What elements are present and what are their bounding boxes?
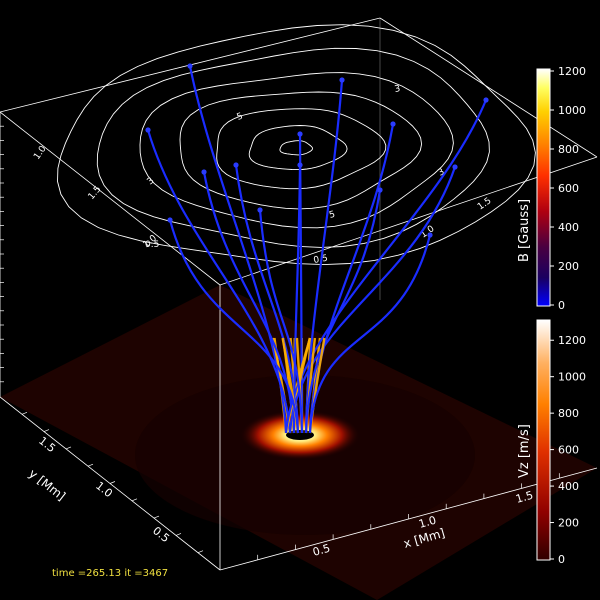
colorbar-tick-label: 200 [558, 260, 579, 273]
field-line-endpoint [145, 127, 151, 133]
colorbar-b-label: B [Gauss] [517, 199, 532, 262]
field-line [304, 79, 344, 434]
colorbar-tick-label: 400 [558, 480, 579, 493]
field-line-endpoint [187, 63, 193, 69]
colorbar-tick-label: 1000 [558, 104, 586, 117]
y-tick [21, 411, 28, 415]
field-line-endpoint [257, 207, 263, 213]
field-line-endpoint [377, 187, 383, 193]
colorbar-tick-label: 800 [558, 143, 579, 156]
colorbar-tick-label: 400 [558, 221, 579, 234]
field-line-endpoint [339, 77, 345, 83]
field-line [308, 123, 395, 434]
colorbar-tick-label: 1200 [558, 334, 586, 347]
iteration-value: 3467 [142, 568, 169, 579]
contour-label: 1.0 [32, 144, 49, 162]
x-tick-label: 1.0 [417, 514, 437, 531]
contour-ring [248, 125, 348, 171]
y-tick [131, 498, 138, 502]
axis-ticks [0, 125, 560, 560]
colorbar-tick-label: 1000 [558, 371, 586, 384]
field-line-endpoint [427, 232, 433, 238]
contour-ring [139, 72, 454, 229]
contour-label: 5 [328, 210, 336, 221]
time-value: 265.13 [86, 568, 122, 579]
field-line [202, 171, 296, 434]
time-readout: time =265.13 it =3467 [52, 568, 168, 579]
colorbar-tick-label: 200 [558, 517, 579, 530]
field-line [258, 209, 304, 434]
contour-label: 1.5 [87, 185, 104, 202]
field-line [292, 164, 302, 434]
y-axis-label: y [Mm] [26, 466, 68, 503]
field-line-endpoint [233, 162, 239, 168]
colorbar-tick-label: 0 [558, 299, 565, 312]
colorbar-tick-label: 600 [558, 444, 579, 457]
contour-ring [57, 24, 536, 266]
field-lines [145, 63, 489, 434]
x-tick-label: 1.5 [514, 489, 534, 506]
field-line-endpoint [167, 217, 173, 223]
colorbar-tick-label: 0 [558, 553, 565, 566]
contour-label: 1.5 [476, 196, 493, 212]
field-line [284, 99, 488, 434]
colorbar-b: 0 200 400 600 800 1000 1200 B [Gauss] [517, 65, 586, 312]
y-tick [87, 463, 94, 467]
contour-label: 5 [236, 111, 245, 122]
contour-label: 3 [437, 167, 447, 179]
y-tick [43, 429, 50, 432]
contour-label: 0.5 [145, 240, 159, 250]
iteration-label: it = [124, 568, 143, 579]
colorbar-vz-label: Vz [m/s] [517, 424, 532, 478]
contour-label: 3 [146, 176, 157, 187]
colorbar-tick-label: 800 [558, 407, 579, 420]
field-line-endpoint [297, 131, 303, 137]
field-line-endpoint [452, 164, 458, 170]
y-tick [109, 481, 116, 484]
y-tick-label: 0.5 [150, 524, 172, 545]
field-line [168, 219, 300, 434]
field-line-endpoint [201, 169, 207, 175]
contour-ring [279, 140, 313, 156]
contour-label: 3 [394, 84, 401, 95]
field-line [308, 234, 432, 434]
contour-ring [96, 47, 490, 248]
field-line [146, 129, 292, 434]
time-label: time = [52, 568, 87, 579]
field-line [304, 189, 382, 434]
field-line-endpoint [483, 97, 489, 103]
y-tick-label: 1.5 [36, 434, 58, 455]
colorbar-tick-label: 1200 [558, 65, 586, 78]
field-line-endpoint [297, 162, 303, 168]
y-tick [153, 515, 160, 519]
colorbar-tick-label: 600 [558, 182, 579, 195]
y-tick [175, 533, 182, 536]
contour-ring [179, 91, 423, 210]
colorbar-vz: 0 200 400 600 800 1000 1200 Vz [m/s] [517, 319, 586, 566]
y-tick-label: 1.0 [93, 479, 115, 500]
field-line-endpoint [390, 121, 396, 127]
x-tick-label: 0.5 [311, 542, 331, 559]
y-tick [197, 550, 204, 554]
y-tick [65, 446, 72, 450]
